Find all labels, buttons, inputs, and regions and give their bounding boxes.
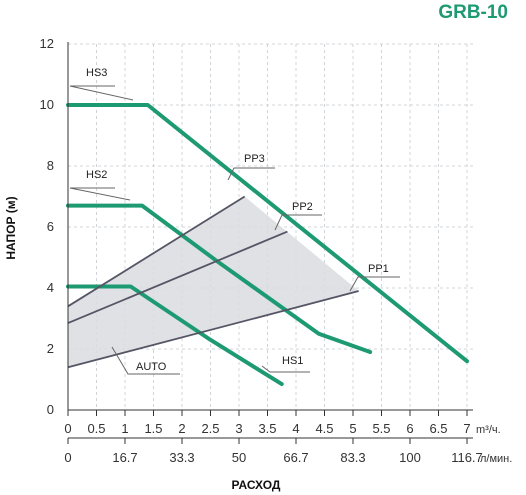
- series-auto-label: AUTO: [136, 361, 167, 373]
- x-tick-label: 6.5: [429, 421, 447, 436]
- chart-title: GRB-10: [438, 2, 508, 23]
- series-hs2-leader: [69, 187, 131, 201]
- series-hs3-label: HS3: [86, 67, 107, 79]
- series-pp3-line: [67, 195, 246, 308]
- series-pp3-label: PP3: [244, 153, 265, 165]
- x-tick-label: 1.5: [144, 421, 162, 436]
- series-hs2-label: HS2: [86, 169, 107, 181]
- x-tick-label: 1: [121, 421, 128, 436]
- auto-area: [68, 196, 359, 368]
- x-tick-label: 0: [64, 421, 71, 436]
- series-hs1-leader: [261, 365, 310, 373]
- y-axis-title: НАПОР (м): [4, 196, 18, 259]
- x-unit-primary: m³/ч.: [476, 424, 501, 436]
- y-tick-label: 4: [47, 280, 54, 295]
- x-secondary-tick-label: 66.7: [283, 450, 308, 465]
- series-pp3-leader: [227, 167, 275, 181]
- series-auto-leader: [111, 346, 180, 375]
- x-tick-label: 4.5: [315, 421, 333, 436]
- x-secondary-tick-label: 116.7: [451, 450, 483, 465]
- x-tick-label: 7: [463, 421, 470, 436]
- series-pp1-label: PP1: [368, 263, 389, 275]
- x-tick-label: 3.5: [258, 421, 276, 436]
- series-lines: [66, 103, 469, 387]
- x-tick-label: 5.5: [372, 421, 390, 436]
- x-secondary-tick-label: 50: [232, 450, 246, 465]
- x-secondary-tick-label: 0: [64, 450, 71, 465]
- x-tick-label: 4: [292, 421, 299, 436]
- y-tick-label: 6: [47, 219, 54, 234]
- x-secondary-tick-label: 100: [399, 450, 421, 465]
- y-tick-label: 12: [40, 36, 54, 51]
- x-secondary-tick-label: 33.3: [169, 450, 194, 465]
- series-pp2-label: PP2: [292, 201, 313, 213]
- grid-lines: [68, 43, 473, 410]
- x-tick-label: 3: [235, 421, 242, 436]
- x-secondary-tick-label: 83.3: [340, 450, 365, 465]
- x-tick-label: 5: [349, 421, 356, 436]
- series-hs1-label: HS1: [282, 355, 303, 367]
- y-tick-label: 2: [47, 341, 54, 356]
- y-tick-label: 10: [40, 97, 54, 112]
- series-pp2-line: [67, 230, 288, 324]
- x-tick-label: 0.5: [87, 421, 105, 436]
- x-axis-title: РАСХОД: [232, 478, 281, 492]
- axes: 0 2 4 6 8 10 12 0 0.5 1 1.5 2 2.5 3 3.5 4 4.5 5 5.5 6 6.5 7 m³…: [40, 36, 513, 465]
- curve-labels: HS3 HS2 HS1 PP3 PP2 PP1 AUTO: [69, 67, 400, 375]
- x-secondary-tick-label: 16.7: [112, 450, 137, 465]
- series-pp2-leader: [274, 214, 322, 231]
- y-tick-label: 0: [47, 402, 54, 417]
- x-unit-secondary: л/мин.: [480, 453, 512, 465]
- series-hs3-line: [66, 103, 469, 364]
- x-tick-label: 2: [178, 421, 185, 436]
- y-tick-label: 8: [47, 158, 54, 173]
- series-auto-area: [68, 196, 359, 368]
- series-pp1-leader: [349, 276, 400, 292]
- x-tick-label: 6: [406, 421, 413, 436]
- series-hs3-leader: [69, 85, 134, 101]
- x-tick-label: 2.5: [201, 421, 219, 436]
